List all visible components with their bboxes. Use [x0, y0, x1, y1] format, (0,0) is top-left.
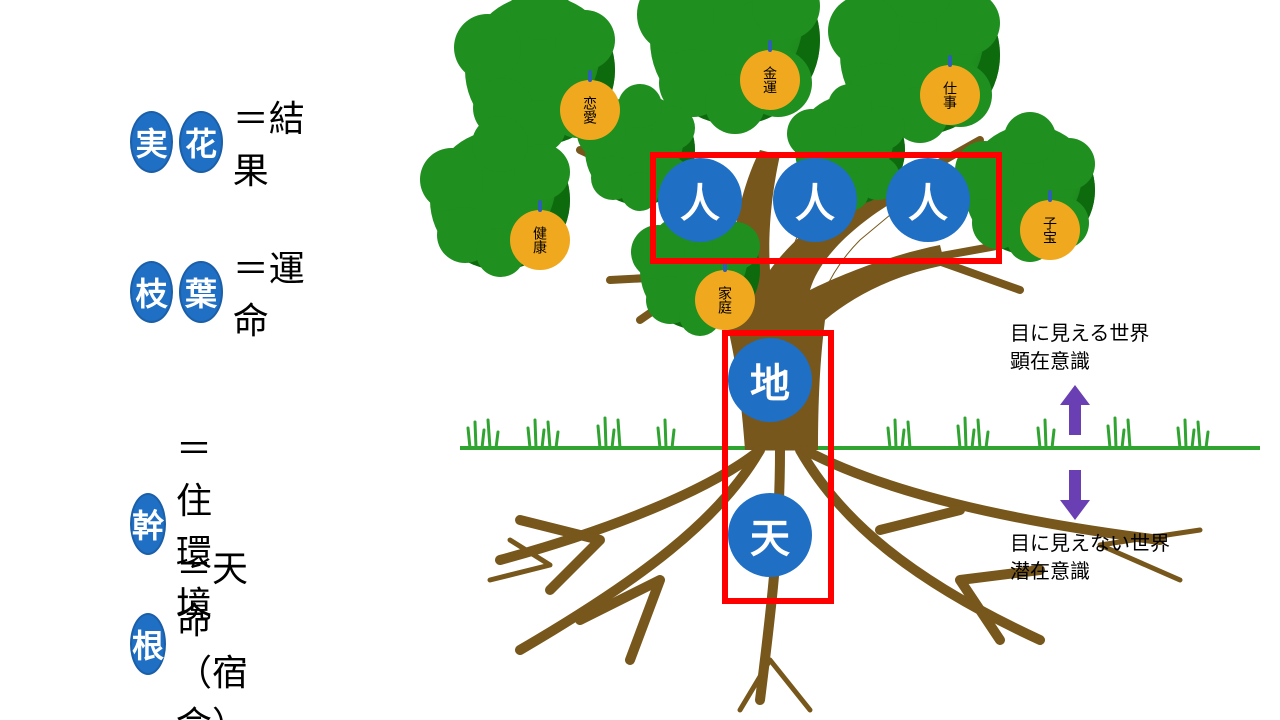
legend-text-0: ＝結果 — [233, 90, 306, 194]
legend-circle-mi: 実 — [130, 111, 173, 173]
legend-row-1: 枝 葉 ＝運命 — [130, 240, 306, 344]
side-lower: 目に見えない世界 潜在意識 — [1010, 530, 1170, 586]
legend-circle-ne: 根 — [130, 613, 166, 675]
redbox-chiten — [722, 330, 834, 604]
fruit-仕事: 仕事 — [920, 65, 980, 125]
fruit-label: 子宝 — [1043, 216, 1057, 244]
legend-text-1: ＝運命 — [233, 240, 306, 344]
arrow-down-icon — [1055, 465, 1095, 525]
redbox-hito — [650, 152, 1002, 264]
legend-circle-hana: 花 — [179, 111, 222, 173]
fruit-label: 金運 — [763, 66, 777, 94]
fruit-健康: 健康 — [510, 210, 570, 270]
side-upper: 目に見える世界 顕在意識 — [1010, 320, 1149, 376]
fruit-label: 恋愛 — [583, 96, 597, 124]
legend-circle-eda: 枝 — [130, 261, 173, 323]
arrow-up-icon — [1055, 380, 1095, 440]
side-lower-l1: 目に見えない世界 — [1010, 530, 1170, 558]
diagram-root: { "canvas":{"w":1280,"h":720,"bg":"#ffff… — [0, 0, 1280, 720]
fruit-label: 健康 — [533, 226, 547, 254]
fruit-家庭: 家庭 — [695, 270, 755, 330]
side-lower-l2: 潜在意識 — [1010, 558, 1170, 586]
fruit-label: 仕事 — [943, 81, 957, 109]
side-upper-l1: 目に見える世界 — [1010, 320, 1149, 348]
grass — [460, 400, 1260, 460]
side-upper-l2: 顕在意識 — [1010, 348, 1149, 376]
fruit-子宝: 子宝 — [1020, 200, 1080, 260]
fruit-金運: 金運 — [740, 50, 800, 110]
fruit-label: 家庭 — [718, 286, 732, 314]
legend-row-3: 根 ＝天命（宿命） — [130, 540, 274, 720]
legend-row-0: 実 花 ＝結果 — [130, 90, 306, 194]
legend-circle-ha: 葉 — [179, 261, 222, 323]
legend-text-3: ＝天命（宿命） — [176, 540, 274, 720]
fruit-恋愛: 恋愛 — [560, 80, 620, 140]
